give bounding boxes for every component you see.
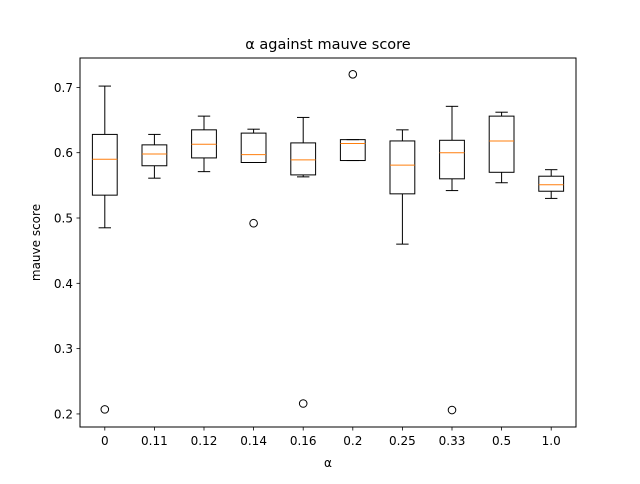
chart-title: α against mauve score — [245, 37, 411, 53]
outlier-point — [447, 405, 457, 415]
y-axis-label: mauve score — [29, 204, 43, 281]
x-tick-label: 0.14 — [240, 434, 267, 448]
x-tick-label: 1.0 — [542, 434, 561, 448]
x-tick-label: 0 — [101, 434, 109, 448]
x-tick-label: 0.16 — [290, 434, 317, 448]
outlier-point — [249, 218, 258, 228]
box — [290, 142, 317, 176]
outlier-point — [298, 399, 308, 408]
x-tick-label: 0.11 — [141, 434, 168, 448]
plot-area: 0.2 0.3 0.4 0.5 0.6 0.7 0 0.11 0.12 0.14 0.16 0.2 0.… — [54, 70, 565, 448]
y-tick-label: 0.4 — [54, 277, 73, 291]
x-axis-label: α — [324, 456, 332, 470]
axes-frame — [79, 57, 577, 428]
x-tick-label: 0.12 — [191, 434, 218, 448]
box — [141, 144, 168, 167]
x-tick-label: 0.33 — [439, 434, 466, 448]
y-tick-label: 0.5 — [54, 212, 73, 226]
y-tick-label: 0.6 — [54, 146, 73, 160]
box — [439, 139, 465, 180]
y-tick-label: 0.3 — [54, 342, 73, 356]
outlier-point — [100, 405, 110, 414]
y-tick-label: 0.7 — [54, 81, 73, 95]
box — [240, 132, 267, 163]
box — [488, 115, 515, 173]
box — [389, 140, 416, 195]
x-tick-label: 0.25 — [389, 434, 416, 448]
outlier-point — [348, 70, 358, 79]
y-tick-label: 0.2 — [54, 407, 73, 421]
box — [339, 139, 366, 162]
box — [538, 175, 565, 192]
x-tick-label: 0.5 — [492, 434, 511, 448]
box — [91, 133, 118, 196]
x-tick-label: 0.2 — [343, 434, 362, 448]
